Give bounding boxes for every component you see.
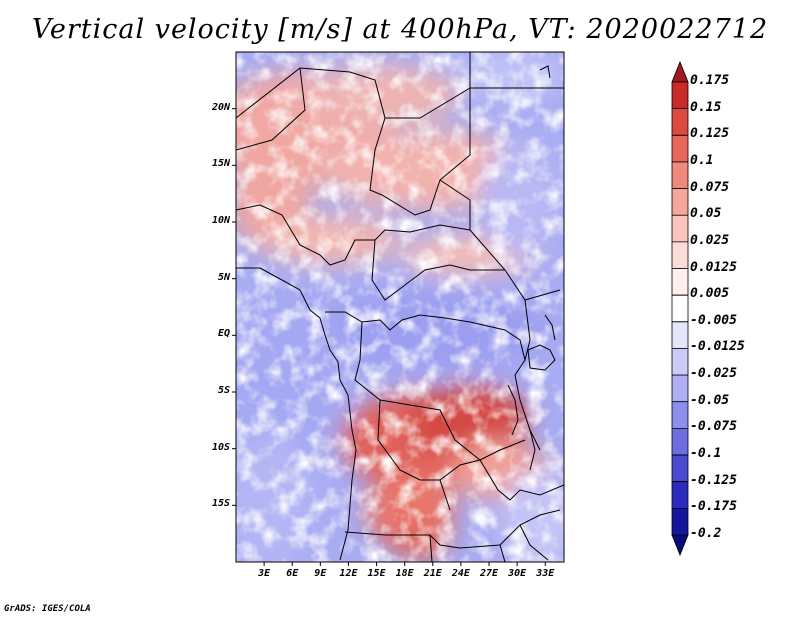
colorbar-swatch [671, 294, 689, 323]
colorbar-label: 0.005 [690, 286, 730, 302]
colorbar-label: 0.025 [690, 232, 730, 248]
axis-ticks [232, 108, 546, 566]
colorbar-label: -0.075 [690, 419, 737, 435]
lon-label: 21E [423, 568, 442, 579]
lon-label: 15E [367, 568, 386, 579]
plot-frame [235, 51, 565, 563]
lon-label: 6E [286, 568, 299, 579]
lat-label: 10N [211, 215, 230, 226]
lon-label: 27E [479, 568, 499, 579]
colorbar-label: -0.1 [690, 446, 722, 462]
colorbar-label: 0.05 [690, 206, 722, 222]
colorbar-swatch [671, 268, 689, 296]
colorbar-swatch [671, 321, 689, 349]
colorbar-label: -0.05 [690, 392, 730, 408]
colorbar-label: -0.005 [690, 312, 737, 328]
colorbar-swatch [671, 374, 689, 403]
colorbar-swatch [671, 161, 689, 189]
colorbar-swatch [671, 454, 689, 483]
lon-label: 30E [508, 568, 527, 579]
colorbar-label: -0.125 [690, 472, 737, 488]
lat-label: 15N [211, 158, 230, 170]
colorbar-label: 0.0125 [690, 259, 737, 275]
colorbar-label: 0.125 [690, 126, 730, 142]
lat-label: 5N [217, 271, 230, 283]
colorbar-label: 0.1 [690, 152, 714, 168]
chart-title: Vertical velocity [m/s] at 400hPa, VT: 2… [31, 14, 769, 45]
colorbar-swatch [671, 60, 689, 83]
lat-label: 15S [211, 498, 230, 510]
lon-label: 24E [451, 568, 470, 579]
country-borders [236, 52, 564, 562]
colorbar [671, 60, 689, 557]
colorbar-swatch [671, 481, 689, 509]
lat-label: 5S [217, 385, 230, 396]
lon-label: 33E [536, 568, 555, 579]
colorbar-label: -0.175 [690, 499, 737, 515]
colorbar-label: -0.0125 [690, 339, 745, 355]
colorbar-label: 0.15 [690, 99, 722, 115]
lon-label: 12E [339, 568, 358, 579]
lat-label: EQ [217, 328, 230, 340]
lat-label: 10S [211, 441, 230, 453]
colorbar-swatch [671, 188, 689, 216]
lon-label: 18E [395, 568, 414, 579]
grads-credit: GrADS: IGES/COLA [4, 604, 91, 614]
colorbar-swatch [671, 108, 689, 136]
vertical-velocity-field [236, 52, 564, 562]
colorbar-swatch [671, 507, 689, 536]
colorbar-swatch [671, 214, 689, 243]
colorbar-label: 0.075 [690, 179, 730, 195]
colorbar-swatch [671, 348, 689, 376]
colorbar-swatch [671, 428, 689, 456]
colorbar-swatch [671, 534, 689, 557]
lon-label: 9E [314, 568, 327, 579]
lat-label: 20N [211, 101, 230, 113]
colorbar-label: -0.2 [690, 526, 722, 541]
lon-label: 3E [258, 568, 271, 579]
colorbar-label: -0.025 [690, 366, 737, 382]
colorbar-swatch [671, 81, 689, 110]
colorbar-label: 0.175 [690, 73, 730, 88]
colorbar-swatch [671, 134, 689, 163]
colorbar-swatch [671, 401, 689, 429]
colorbar-swatch [671, 241, 689, 269]
